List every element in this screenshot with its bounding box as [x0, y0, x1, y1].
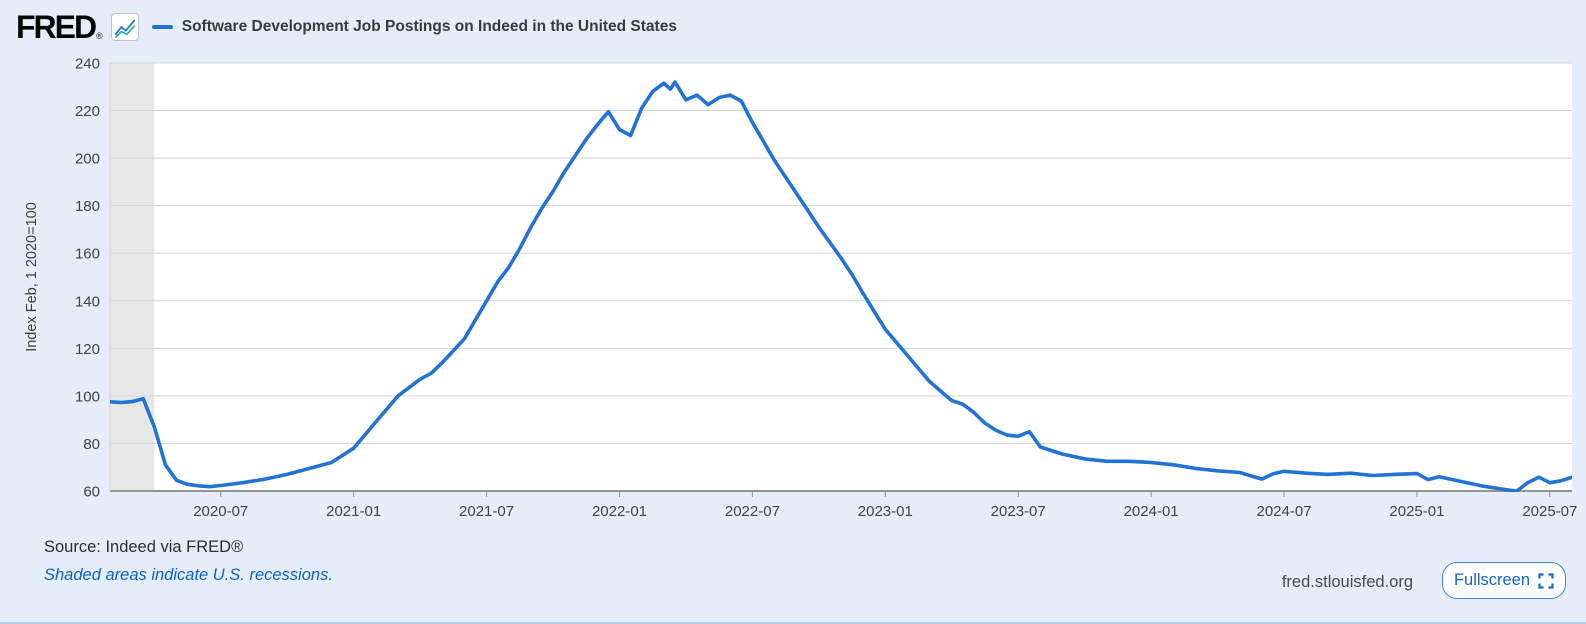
y-tick-label: 120 [75, 341, 100, 358]
y-tick-label: 180 [75, 198, 100, 215]
y-tick-label: 200 [75, 151, 100, 168]
series-legend-swatch [151, 25, 173, 29]
y-tick-label: 160 [75, 246, 100, 263]
recession-band [110, 63, 155, 491]
series-legend-label: Software Development Job Postings on Ind… [181, 18, 677, 35]
line-chart-icon [110, 13, 139, 41]
x-tick-label: 2020-07 [193, 503, 248, 520]
x-tick-label: 2023-01 [858, 503, 913, 520]
x-tick-label: 2021-07 [459, 503, 514, 520]
y-tick-label: 220 [75, 103, 100, 120]
fred-logo[interactable]: FRED ® [16, 11, 103, 43]
x-tick-label: 2022-07 [725, 503, 780, 520]
x-tick-label: 2022-01 [592, 503, 647, 520]
fullscreen-button-label: Fullscreen [1453, 571, 1531, 589]
source-text: Source: Indeed via FRED® [44, 538, 244, 556]
x-tick-label: 2025-07 [1522, 503, 1577, 520]
y-tick-label: 80 [83, 436, 100, 453]
y-tick-label: 240 [75, 56, 100, 73]
bottom-edge-strip [0, 622, 1586, 624]
x-tick-label: 2025-01 [1389, 503, 1444, 520]
y-tick-label: 60 [83, 484, 100, 501]
series-legend: Software Development Job Postings on Ind… [151, 18, 677, 36]
fullscreen-button[interactable]: Fullscreen [1442, 562, 1566, 599]
y-axis-label: Index Feb, 1 2020=100 [24, 202, 40, 352]
y-tick-label: 140 [75, 293, 100, 310]
chart-header: FRED ® Software Development Job Postings… [16, 8, 677, 46]
fred-logo-registered-mark: ® [96, 31, 103, 41]
recession-note-link[interactable]: Shaded areas indicate U.S. recessions. [44, 566, 333, 584]
fred-site-label[interactable]: fred.stlouisfed.org [1281, 573, 1413, 591]
x-tick-label: 2024-07 [1256, 503, 1311, 520]
x-tick-label: 2023-07 [991, 503, 1046, 520]
fred-logo-text: FRED [16, 9, 97, 45]
plot-background [110, 63, 1572, 491]
x-tick-label: 2021-01 [326, 503, 381, 520]
fullscreen-corners-icon [1538, 572, 1554, 589]
series-line [110, 80, 1572, 492]
y-tick-label: 100 [75, 388, 100, 405]
x-tick-label: 2024-01 [1124, 503, 1179, 520]
